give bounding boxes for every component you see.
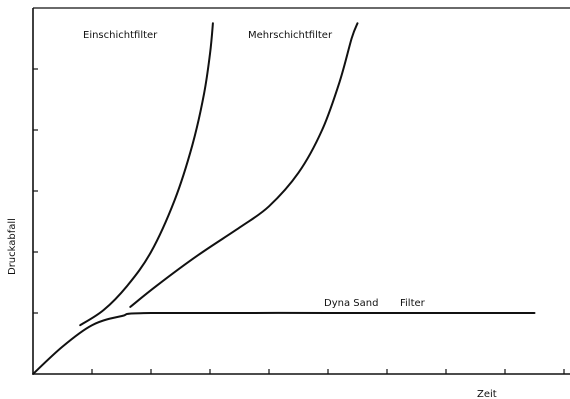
series-lines xyxy=(32,22,536,375)
y-ticks xyxy=(33,68,38,314)
y-axis-label: Druckabfall xyxy=(7,218,18,275)
series-line-mehrschichtfilter xyxy=(129,22,359,308)
x-axis-label: Zeit xyxy=(477,389,497,399)
plot-frame xyxy=(32,7,570,375)
series-label-einschichtfilter: Einschichtfilter xyxy=(83,30,158,41)
series-line-dynasand-filter xyxy=(32,311,536,375)
x-ticks xyxy=(91,369,565,374)
series-label-mehrschichtfilter: Mehrschichtfilter xyxy=(248,30,333,41)
series-line-einschichtfilter xyxy=(79,22,214,327)
series-label-dynasand-word-2: Filter xyxy=(400,298,426,309)
series-label-dynasand-word-1: Dyna Sand xyxy=(324,298,378,309)
